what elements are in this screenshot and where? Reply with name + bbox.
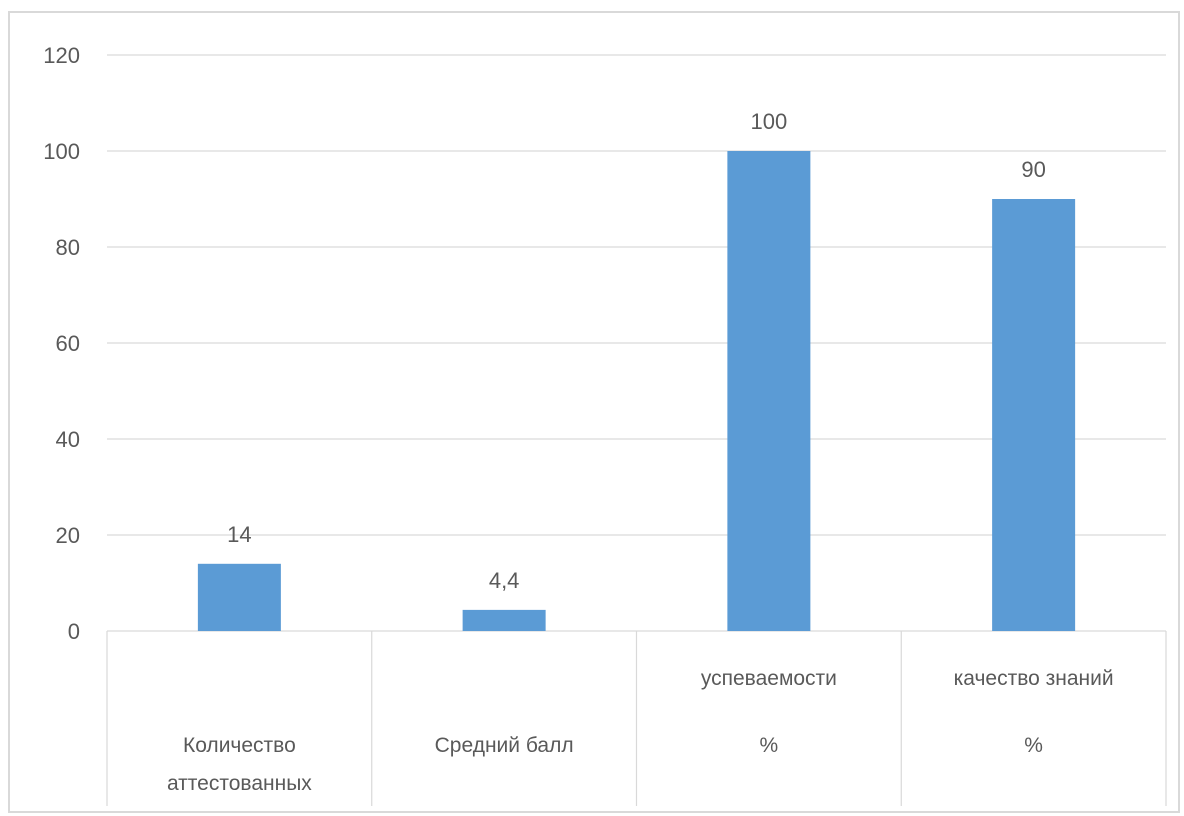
chart-frame: [8, 11, 1180, 813]
bars: [197, 151, 1076, 631]
data-label-0: 14: [227, 522, 251, 547]
data-label-3: 90: [1021, 157, 1045, 182]
bar-3: [992, 199, 1076, 631]
y-tick-label: 80: [56, 235, 80, 260]
bar-1: [462, 609, 546, 631]
category-label-0-1: аттестованных: [167, 772, 312, 795]
bar-0: [197, 563, 281, 631]
data-label-1: 4,4: [489, 568, 520, 593]
category-label-2-1: %: [760, 734, 779, 757]
bar-2: [727, 151, 811, 631]
category-labels: Количество аттестованных Средний балл успев…: [167, 667, 1114, 795]
y-tick-label: 40: [56, 427, 80, 452]
category-label-1-0: Средний балл: [435, 734, 574, 757]
data-labels: 14 4,4 100 90: [227, 109, 1046, 593]
y-tick-label: 20: [56, 523, 80, 548]
y-tick-label: 100: [43, 139, 80, 164]
category-label-3-0: качество знаний: [954, 667, 1114, 690]
data-label-2: 100: [751, 109, 788, 134]
y-tick-label: 120: [43, 43, 80, 68]
category-table: [106, 631, 1167, 806]
category-label-0-0: Количество: [183, 734, 296, 757]
y-tick-label: 0: [68, 619, 80, 644]
gridlines: [107, 54, 1166, 632]
category-label-3-1: %: [1024, 734, 1043, 757]
y-axis-ticks: 0 20 40 60 80 100 120: [43, 43, 80, 644]
y-tick-label: 60: [56, 331, 80, 356]
category-label-2-0: успеваемости: [701, 667, 837, 690]
